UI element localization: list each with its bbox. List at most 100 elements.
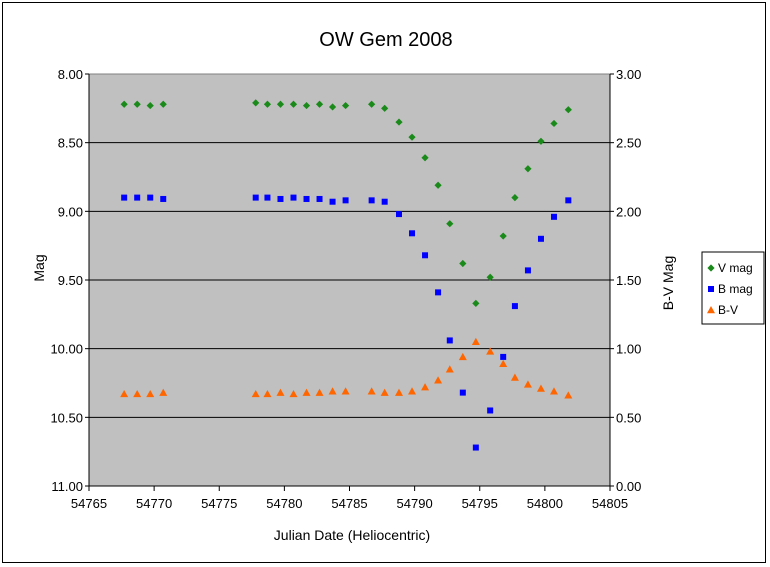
data-point (315, 388, 324, 396)
data-point (422, 252, 429, 259)
y2-tick-label: 2.00 (616, 204, 641, 219)
y-tick-label: 10.00 (50, 342, 83, 357)
data-point (289, 389, 298, 398)
data-point (159, 100, 167, 108)
data-point (120, 100, 128, 108)
data-point (290, 194, 297, 201)
data-point (408, 133, 416, 141)
x-tick-label: 54770 (136, 496, 172, 511)
x-tick-label: 54780 (266, 496, 302, 511)
data-point (537, 235, 544, 242)
data-point (434, 376, 443, 384)
legend-label: B-V (718, 303, 738, 317)
x-tick-label: 54775 (201, 496, 237, 511)
data-point (252, 99, 260, 107)
data-point (394, 388, 403, 396)
data-point (368, 197, 375, 204)
data-point (381, 104, 389, 112)
y2-tick-label: 1.50 (616, 273, 641, 288)
data-point (458, 352, 467, 361)
data-point (459, 259, 467, 268)
x-tick-label: 54765 (71, 496, 107, 511)
data-point (486, 347, 495, 355)
data-point (408, 387, 417, 395)
data-point (421, 154, 429, 162)
data-point (435, 289, 442, 296)
data-point (367, 387, 376, 395)
data-point (315, 100, 324, 108)
data-point (302, 388, 311, 396)
data-point (564, 391, 573, 399)
data-point (523, 380, 532, 388)
data-point (316, 195, 323, 202)
data-point (550, 213, 557, 220)
y-tick-label: 8.00 (58, 67, 83, 82)
data-point (263, 389, 272, 398)
data-point (328, 103, 337, 111)
data-point (277, 195, 284, 202)
axis-ticks: 8.00 3.00 8.50 2.50 9.00 2.00 9.50 1.50 10.00 1.0… (50, 67, 641, 511)
x-tick-label: 54785 (331, 496, 367, 511)
data-point (486, 273, 494, 281)
data-point (537, 137, 545, 145)
data-point (147, 194, 154, 201)
data-point (252, 194, 259, 201)
data-point (511, 194, 519, 202)
data-point (276, 388, 285, 396)
y2-tick-label: 3.00 (616, 67, 641, 82)
y-axis-title: Mag (31, 254, 47, 281)
x-tick-label: 54795 (462, 496, 498, 511)
y2-tick-label: 1.00 (616, 342, 641, 357)
data-point (510, 373, 519, 381)
data-point (381, 198, 388, 205)
data-point (434, 181, 442, 189)
data-point (276, 100, 285, 108)
y2-tick-label: 0.50 (616, 410, 641, 425)
data-point (380, 388, 389, 396)
chart-title: OW Gem 2008 (319, 29, 452, 51)
data-point (303, 195, 310, 202)
data-point (471, 337, 480, 345)
legend-label: B mag (718, 282, 753, 296)
data-point (251, 389, 260, 398)
x-tick-label: 54800 (527, 496, 563, 511)
data-point (499, 232, 507, 240)
data-point (133, 100, 141, 108)
data-point (146, 101, 154, 110)
legend-marker (707, 306, 715, 314)
data-point (341, 387, 350, 395)
legend: V mag B mag B-V (701, 251, 765, 325)
data-point (120, 389, 129, 398)
y2-tick-label: 0.00 (616, 479, 641, 494)
y-tick-label: 9.00 (58, 204, 83, 219)
legend-marker (708, 286, 714, 292)
data-point (550, 119, 558, 128)
data-point (146, 389, 155, 398)
data-point (511, 303, 518, 310)
series-b-mag (121, 194, 572, 451)
data-point (134, 194, 141, 201)
data-point (487, 407, 494, 414)
data-point (341, 101, 350, 110)
data-point (524, 165, 532, 173)
data-point (459, 389, 466, 396)
data-point (289, 100, 298, 108)
data-point (160, 195, 167, 202)
data-point (395, 118, 403, 126)
legend-label: V mag (718, 261, 753, 275)
data-point (565, 197, 572, 204)
data-point (329, 198, 336, 205)
data-point (409, 230, 416, 237)
legend-marker (707, 264, 715, 272)
gridlines (89, 142, 610, 418)
data-point (499, 359, 508, 367)
data-point (302, 101, 311, 110)
data-point (421, 383, 430, 391)
x-tick-label: 54790 (397, 496, 433, 511)
data-point (446, 220, 454, 228)
data-point (536, 384, 545, 392)
data-point (472, 299, 480, 307)
y-tick-label: 9.50 (58, 273, 83, 288)
data-point (121, 194, 128, 201)
data-point (342, 197, 349, 204)
